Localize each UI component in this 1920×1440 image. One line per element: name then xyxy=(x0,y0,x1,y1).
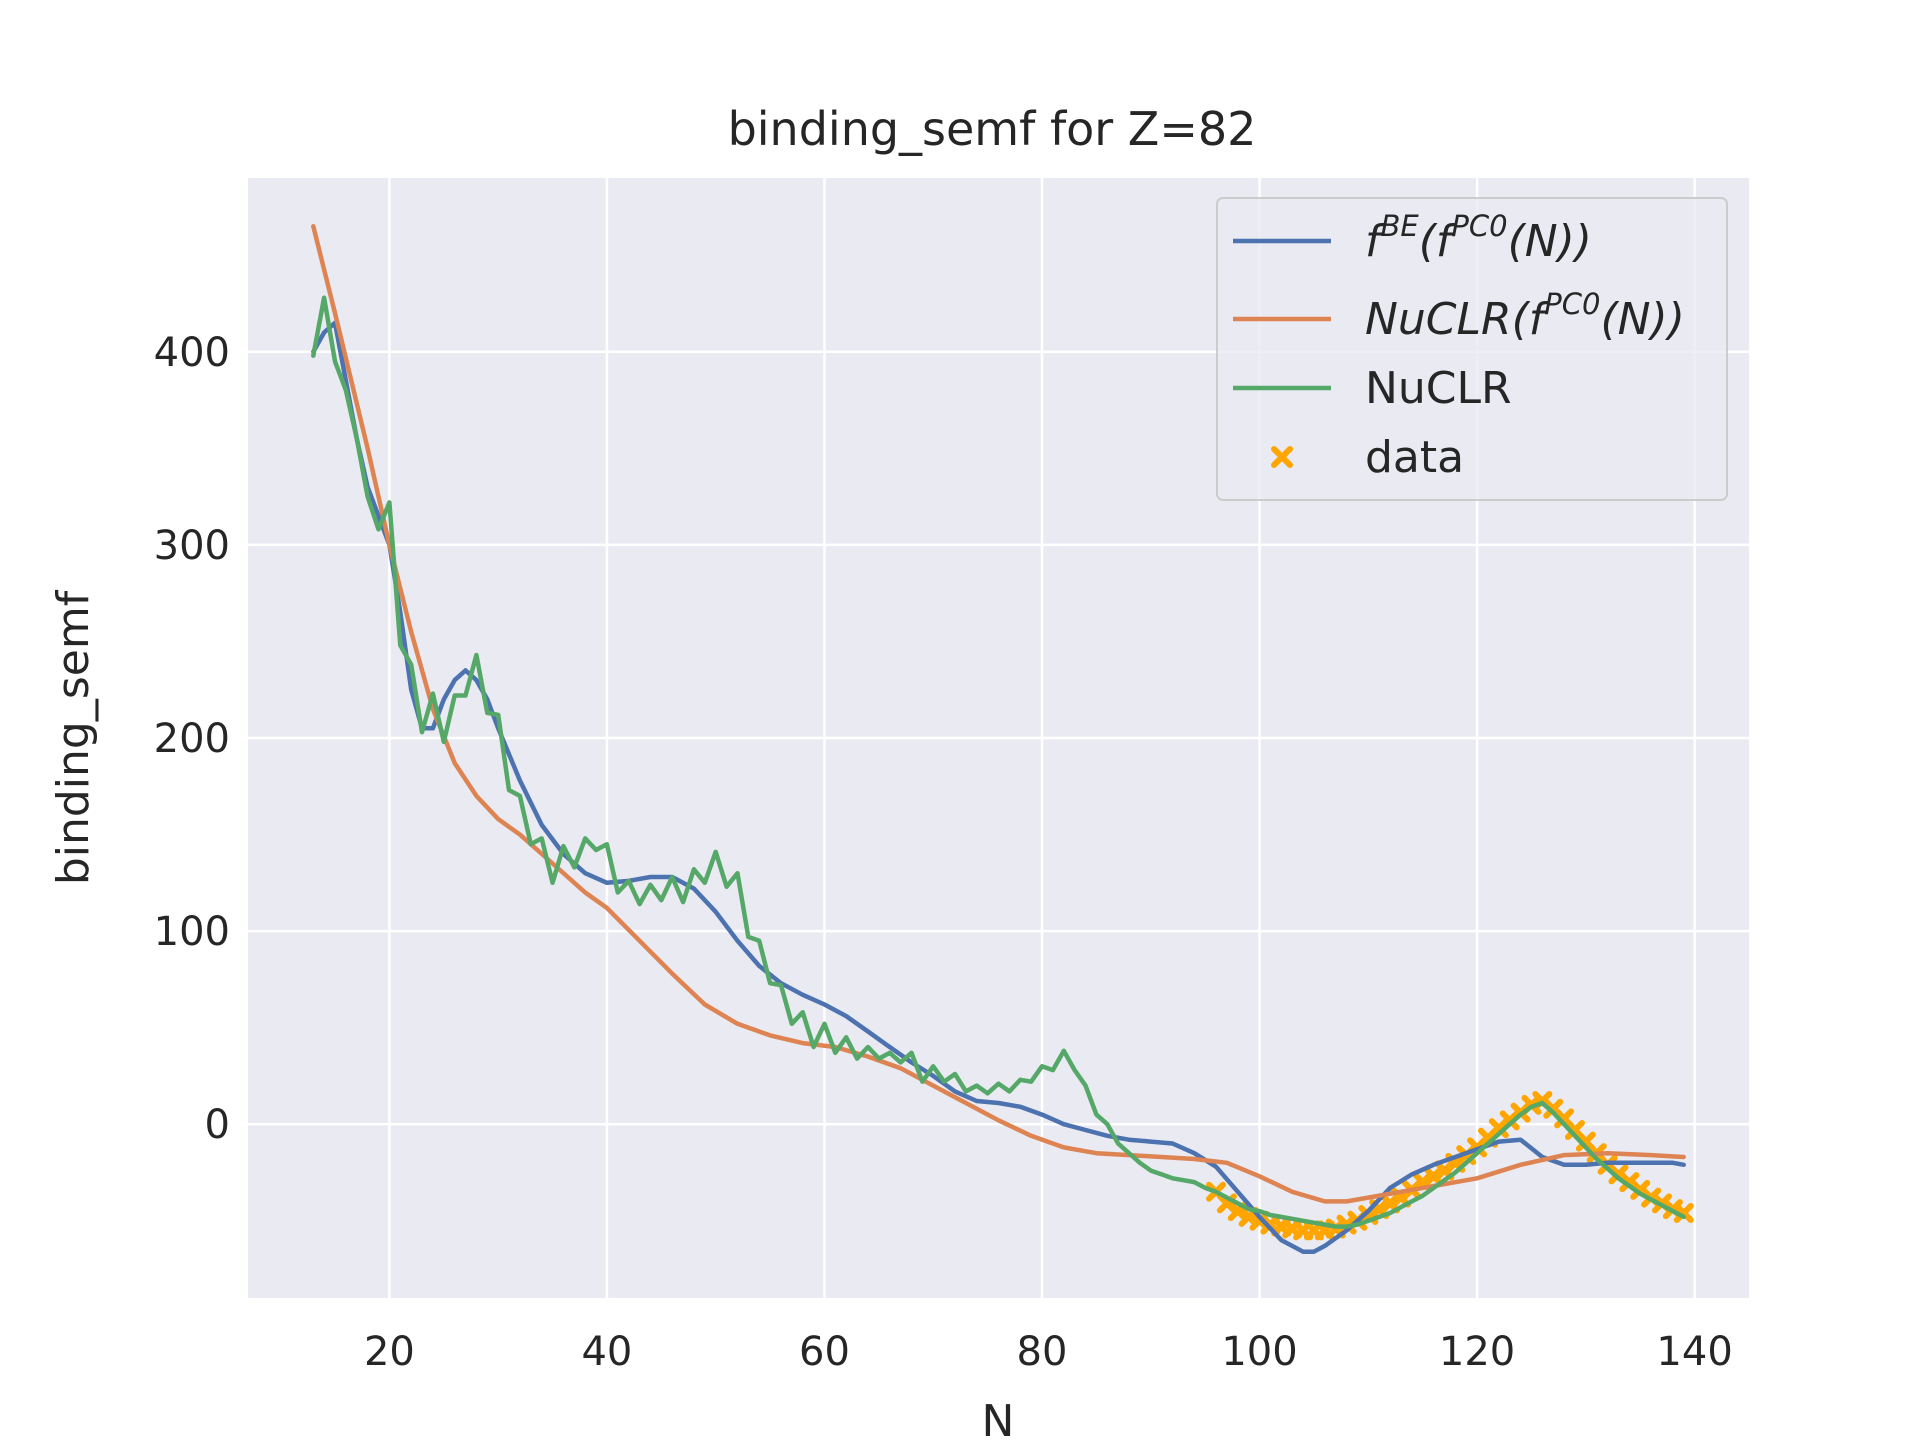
y-tick-label-200: 200 xyxy=(154,716,230,762)
legend-nuclr-pc-base: NuCLR(f xyxy=(1365,294,1551,345)
chart-title: binding_semf for Z=82 xyxy=(728,102,1257,156)
legend-swatch-data xyxy=(1271,446,1293,468)
legend: fBE(fPC0(N)) NuCLR(fPC0(N)) NuCLR data xyxy=(1216,197,1728,501)
y-tick-label-400: 400 xyxy=(154,330,230,376)
legend-label-fbe: fBE(fPC0(N)) xyxy=(1365,209,1592,267)
legend-fbe-mid: (f xyxy=(1419,216,1458,267)
legend-label-data: data xyxy=(1365,432,1464,483)
tick-labels: 20 40 60 80 100 120 140 0 100 200 300 400 xyxy=(154,330,1733,1375)
legend-label-nuclr: NuCLR xyxy=(1365,363,1512,414)
x-tick-label-20: 20 xyxy=(364,1329,415,1375)
series-fbe-line xyxy=(311,320,1686,1254)
legend-nuclr-pc-tail: (N)) xyxy=(1600,294,1684,345)
y-tick-label-100: 100 xyxy=(154,909,230,955)
y-axis-label: binding_semf xyxy=(48,589,99,885)
plot-content xyxy=(311,224,1694,1254)
x-tick-label-40: 40 xyxy=(581,1329,632,1375)
legend-fbe-sup1: BE xyxy=(1381,209,1420,243)
x-axis-label: N xyxy=(982,1396,1015,1440)
x-tick-label-140: 140 xyxy=(1656,1329,1732,1375)
data-point xyxy=(1423,1166,1444,1187)
series-nuclr-pc-line xyxy=(311,224,1686,1204)
y-tick-label-0: 0 xyxy=(205,1102,230,1148)
legend-label-nuclr-pc: NuCLR(fPC0(N)) xyxy=(1365,287,1685,345)
legend-fbe-sup2: PC0 xyxy=(1451,209,1507,243)
legend-box xyxy=(1216,197,1728,501)
legend-fbe-tail: (N)) xyxy=(1508,216,1592,267)
series-nuclr-line xyxy=(311,295,1686,1229)
y-tick-label-300: 300 xyxy=(154,523,230,569)
x-tick-label-120: 120 xyxy=(1439,1329,1515,1375)
data-point xyxy=(1673,1203,1694,1224)
x-tick-label-100: 100 xyxy=(1221,1329,1297,1375)
grid-lines xyxy=(248,178,1749,1298)
legend-data-marker xyxy=(1271,446,1293,468)
x-tick-label-80: 80 xyxy=(1017,1329,1068,1375)
x-tick-label-60: 60 xyxy=(799,1329,850,1375)
legend-nuclr-pc-sup: PC0 xyxy=(1544,287,1600,321)
